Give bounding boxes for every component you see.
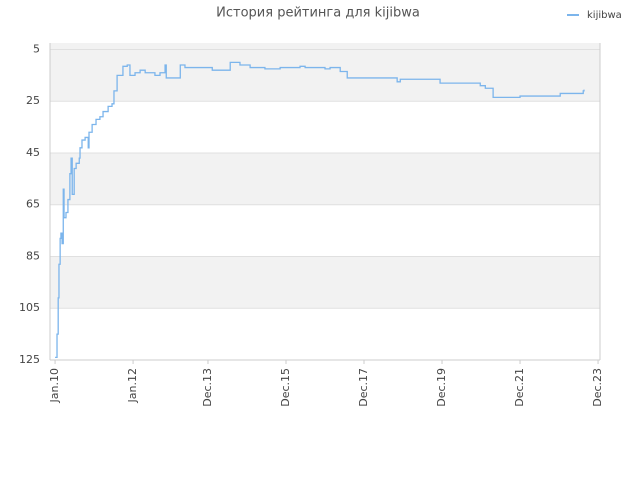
- x-tick-label: Jan.12: [126, 368, 139, 403]
- y-tick-label: 5: [33, 42, 40, 55]
- x-tick-label: Jan.10: [48, 368, 61, 403]
- series-line: [55, 61, 585, 359]
- x-tick-label: Dec.15: [279, 368, 292, 407]
- legend-label: kijibwa: [587, 10, 622, 21]
- grid-band: [50, 256, 600, 309]
- chart-title: История рейтинга для kijibwa: [216, 6, 420, 21]
- y-tick-label: 125: [19, 353, 40, 366]
- x-tick-label: Dec.19: [435, 368, 448, 407]
- x-tick-label: Dec.21: [513, 368, 526, 407]
- y-tick-label: 25: [26, 94, 40, 107]
- grid-band: [50, 43, 600, 50]
- grid-band: [50, 49, 600, 102]
- y-tick-label: 45: [26, 146, 40, 159]
- x-tick-label: Dec.17: [357, 368, 370, 407]
- x-tick-label: Dec.23: [591, 368, 604, 407]
- grid-band: [50, 152, 600, 205]
- y-tick-label: 65: [26, 198, 40, 211]
- y-tick-label: 85: [26, 249, 40, 262]
- x-tick-label: Dec.13: [201, 368, 214, 407]
- y-tick-label: 105: [19, 301, 40, 314]
